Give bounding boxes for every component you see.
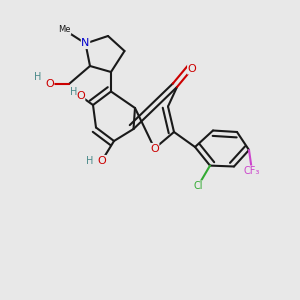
Text: H: H [34,71,42,82]
Text: O: O [76,91,85,101]
Text: H: H [70,86,77,97]
Text: H: H [86,155,93,166]
Text: CF₃: CF₃ [244,166,260,176]
Text: O: O [98,155,106,166]
Text: N: N [81,38,90,49]
Text: Me: Me [58,26,71,34]
Text: O: O [188,64,196,74]
Text: Cl: Cl [193,181,203,191]
Text: O: O [45,79,54,89]
Text: O: O [150,143,159,154]
